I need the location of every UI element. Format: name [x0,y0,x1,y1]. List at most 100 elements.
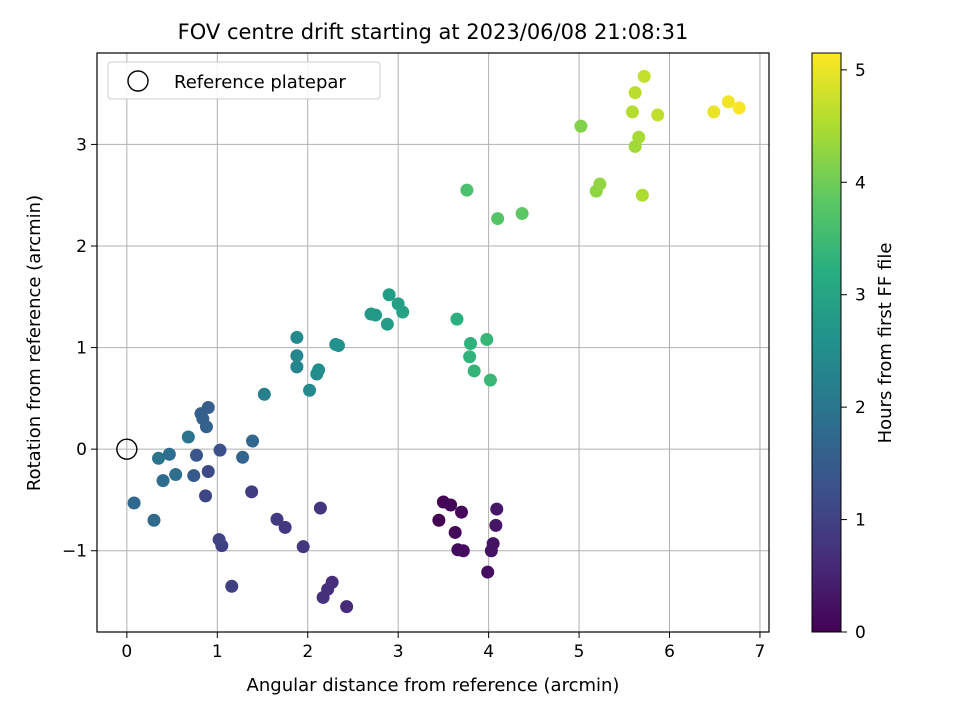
scatter-point [632,130,646,144]
scatter-point [312,363,326,377]
colorbar-tick-label: 3 [855,286,866,306]
colorbar-tick-label: 0 [855,623,866,643]
scatter-point [169,468,183,482]
scatter-point [201,465,215,479]
x-tick-label: 1 [212,642,223,662]
scatter-point [464,337,478,351]
scatter-point [448,525,462,539]
colorbar-tick-label: 2 [855,398,866,418]
x-tick-label: 3 [393,642,404,662]
scatter-point [486,537,500,551]
scatter-point [380,317,394,331]
x-tick-label: 6 [664,642,675,662]
y-tick-label: −1 [62,542,87,562]
scatter-point [637,69,651,83]
x-axis-label: Angular distance from reference (arcmin) [247,675,620,696]
scatter-point [147,513,161,527]
scatter-point [444,498,458,512]
x-tick-label: 4 [483,642,494,662]
scatter-point [460,183,474,197]
grid [97,53,769,632]
legend-marker-open-circle [127,70,149,92]
x-tick-label: 7 [755,642,766,662]
plot-frame [96,52,770,633]
scatter-points [116,69,746,614]
scatter-point [213,443,227,457]
scatter-point [628,86,642,100]
scatter-point [199,420,213,434]
scatter-point [463,350,477,364]
scatter-point [369,308,383,322]
scatter-point [625,105,639,119]
scatter-point [313,501,327,515]
scatter-point [481,565,495,579]
scatter-point [574,119,588,133]
scatter-point [187,469,201,483]
scatter-point [483,373,497,387]
reference-platepar-marker [116,438,138,460]
scatter-point [225,579,239,593]
scatter-point [270,512,284,526]
scatter-point [303,383,317,397]
colorbar-tick-label: 1 [855,511,866,531]
scatter-point [490,502,504,516]
scatter-point [467,364,481,378]
colorbar-tick-label: 5 [855,61,866,81]
scatter-point [450,312,464,326]
scatter-point [290,360,304,374]
x-tick-label: 2 [302,642,313,662]
scatter-point [162,447,176,461]
scatter-point [396,305,410,319]
scatter-point [635,188,649,202]
scatter-point [278,520,292,534]
y-tick-label: 0 [76,440,87,460]
scatter-point [593,177,607,191]
colorbar-tick-label: 4 [855,173,866,193]
legend-box [107,61,381,100]
scatter-point [732,101,746,115]
scatter-point [245,485,259,499]
scatter-point [489,518,503,532]
scatter-point [290,349,304,363]
scatter-point [290,330,304,344]
colorbar-gradient [811,52,842,633]
scatter-point [257,387,271,401]
y-tick-label: 3 [76,135,87,155]
scatter-point [454,505,468,519]
legend: Reference platepar [107,61,381,100]
legend-label-reference-platepar: Reference platepar [174,72,346,93]
chart-title: FOV centre drift starting at 2023/06/08 … [178,20,689,44]
scatter-point [181,430,195,444]
scatter-point [721,95,735,109]
scatter-point [651,108,665,122]
scatter-point [296,540,310,554]
scatter-point [127,496,141,510]
scatter-point [432,513,446,527]
colorbar-ticks: 0 1 2 3 4 5 [841,61,866,643]
scatter-point [246,434,260,448]
y-tick-label: 2 [76,237,87,257]
scatter-point [515,206,529,220]
scatter-point [156,474,170,488]
scatter-point [212,533,226,547]
y-tick-label: 1 [76,339,87,359]
scatter-point [382,288,396,302]
scatter-point [189,448,203,462]
scatter-point [491,212,505,226]
scatter-point [152,451,166,465]
x-tick-label: 0 [121,642,132,662]
scatter-point [340,600,354,614]
x-axis-ticks: 0 1 2 3 4 5 6 7 [121,632,765,662]
y-axis-ticks: −1 0 1 2 3 [62,135,97,562]
scatter-point [316,590,330,604]
colorbar-label: Hours from first FF file [875,243,896,444]
scatter-point [199,489,213,503]
scatter-point [331,339,345,353]
scatter-point [456,544,470,558]
scatter-point [236,450,250,464]
y-axis-label: Rotation from reference (arcmin) [24,195,45,491]
x-tick-label: 5 [574,642,585,662]
scatter-point [480,332,494,346]
scatter-point [707,105,721,119]
